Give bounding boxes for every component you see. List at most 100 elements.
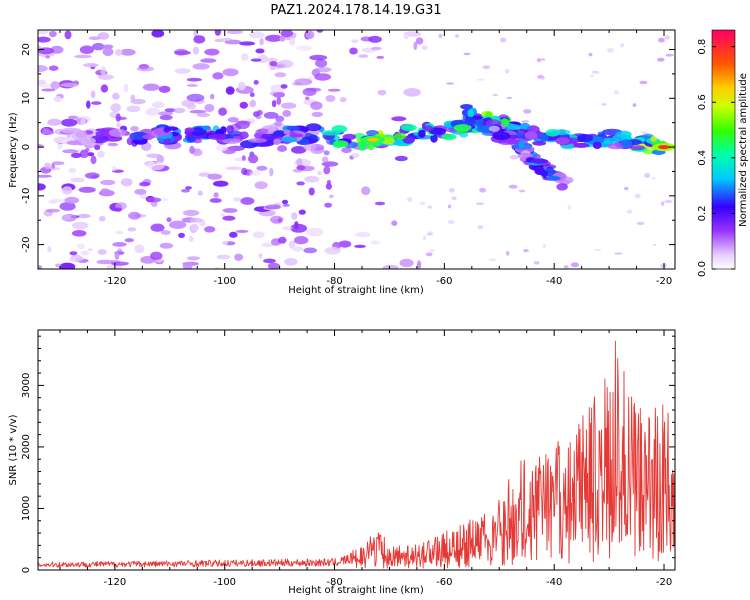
figure-title: PAZ1.2024.178.14.19.G31 [270, 3, 441, 18]
noise-blob [449, 187, 455, 193]
noise-blob [193, 35, 206, 44]
ridge-blob [129, 131, 148, 141]
noise-blob [44, 162, 52, 170]
noise-blob [256, 109, 263, 116]
noise-blob [254, 181, 268, 190]
noise-blob [399, 258, 414, 268]
noise-blob [427, 231, 434, 234]
noise-blob [207, 173, 222, 180]
noise-blob [482, 65, 491, 69]
noise-blob [324, 246, 341, 255]
y-tick-label: -10 [21, 188, 32, 204]
ridge-blob [305, 123, 322, 132]
noise-blob [91, 101, 102, 105]
noise-blob [249, 170, 261, 176]
ridge-blob [556, 183, 568, 191]
noise-blob [59, 202, 76, 211]
noise-blob [351, 153, 360, 158]
noise-blob [186, 77, 202, 82]
noise-blob [222, 215, 236, 221]
noise-blob [265, 34, 283, 42]
colorbar-tick-label: 0.0 [697, 261, 708, 277]
ridge-blob [239, 131, 249, 139]
colorbar-tick-label: 0.8 [697, 39, 708, 55]
ridge-blob [467, 108, 474, 118]
noise-blob [349, 47, 358, 55]
noise-blob [237, 81, 246, 91]
ridge-blob [460, 104, 473, 110]
noise-blob [276, 97, 282, 105]
noise-blob [61, 118, 78, 127]
noise-blob [130, 94, 136, 101]
noise-blob [213, 180, 229, 187]
ridge-blob [488, 125, 500, 132]
noise-blob [323, 150, 330, 156]
ridge-blob [215, 129, 225, 135]
noise-blob [533, 261, 540, 265]
noise-blob [253, 80, 259, 85]
noise-blob [448, 204, 452, 209]
noise-blob [239, 101, 248, 109]
noise-blob [249, 99, 257, 108]
noise-blob [368, 35, 382, 43]
noise-blob [302, 87, 317, 97]
noise-blob [293, 236, 309, 245]
noise-blob [100, 179, 116, 186]
noise-blob [60, 82, 79, 88]
noise-blob [235, 120, 250, 130]
noise-blob [235, 229, 249, 233]
noise-blob [567, 204, 572, 210]
noise-blob [492, 93, 499, 97]
noise-blob [100, 84, 109, 93]
noise-blob [146, 153, 162, 159]
noise-blob [308, 187, 315, 196]
ridge-blob [309, 134, 318, 140]
ridge-blob [226, 125, 235, 134]
colorbar-gradient [711, 29, 736, 270]
noise-blob [188, 236, 194, 242]
noise-blob [158, 85, 171, 93]
noise-blob [590, 74, 594, 77]
y-tick-label: -20 [21, 236, 32, 252]
noise-blob [78, 186, 96, 193]
noise-blob [652, 176, 656, 180]
colorbar-tick-label: 0.4 [697, 150, 708, 166]
noise-blob [288, 240, 296, 249]
noise-blob [256, 165, 268, 171]
noise-blob [209, 198, 222, 203]
ridge-blob [247, 138, 268, 143]
noise-blob [174, 50, 191, 55]
x-tick-label: -100 [213, 276, 236, 287]
ridge-blob [530, 158, 549, 164]
noise-blob [358, 54, 369, 58]
noise-blob [463, 52, 471, 56]
noise-blob [591, 70, 600, 74]
noise-blob [213, 192, 219, 198]
noise-blob [186, 83, 199, 87]
noise-blob [119, 48, 136, 56]
noise-blob [305, 30, 315, 40]
noise-blob [61, 186, 73, 195]
noise-blob [100, 66, 107, 76]
noise-blob [157, 111, 174, 116]
ridge-blob [108, 128, 126, 137]
noise-blob [42, 130, 55, 135]
ridge-blob [612, 134, 631, 141]
x-tick-label: -100 [213, 577, 236, 588]
noise-blob [370, 46, 382, 51]
noise-blob [477, 225, 484, 230]
y-tick-label: 3000 [21, 373, 32, 398]
spectrogram-frame [37, 29, 676, 270]
noise-blob [134, 188, 147, 195]
noise-blob [292, 32, 297, 37]
noise-blob [639, 80, 648, 85]
noise-blob [249, 92, 255, 97]
noise-blob [425, 252, 433, 257]
ridge-blob [320, 130, 341, 136]
noise-blob [661, 201, 665, 206]
noise-blob [644, 173, 651, 178]
y-tick-label: 0 [21, 144, 32, 150]
noise-blob [322, 156, 329, 163]
ridge-blob [165, 126, 179, 131]
